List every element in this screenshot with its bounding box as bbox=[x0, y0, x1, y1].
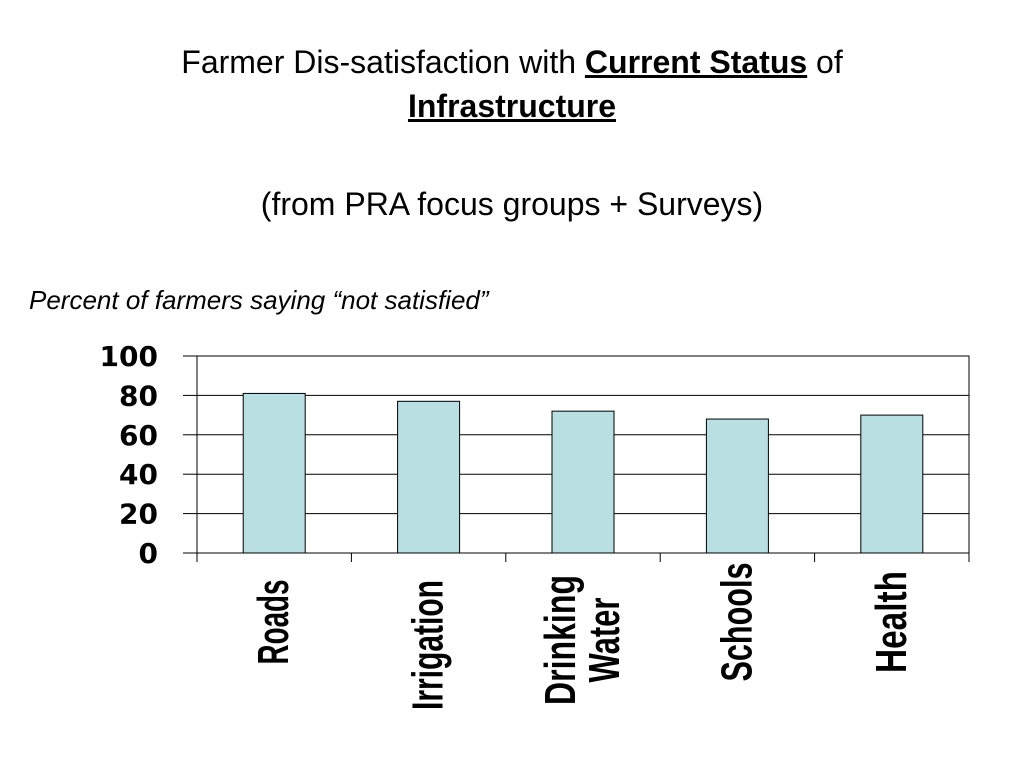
chart-subtitle: (from PRA focus groups + Surveys) bbox=[260, 186, 764, 222]
chart-note: Percent of farmers saying “not satisfied… bbox=[29, 285, 489, 315]
title-emphasis-infrastructure: Infrastructure bbox=[407, 88, 617, 124]
y-tick-label: 80 bbox=[119, 379, 158, 412]
bar bbox=[397, 400, 461, 554]
x-category-label: Health bbox=[867, 571, 916, 673]
bar bbox=[860, 414, 924, 554]
title-emphasis-current-status: Current Status bbox=[584, 44, 808, 80]
chart-title: Farmer Dis-satisfaction with Current Sta… bbox=[0, 40, 1024, 128]
title-middle: of bbox=[807, 44, 843, 80]
y-tick-label: 100 bbox=[100, 340, 158, 373]
bar bbox=[551, 410, 615, 554]
x-category-label: Roads bbox=[249, 580, 298, 665]
y-tick-label: 40 bbox=[119, 458, 158, 491]
x-category-label: Drinking bbox=[536, 575, 585, 705]
title-prefix: Farmer Dis-satisfaction with bbox=[181, 44, 585, 80]
x-category-label: Schools bbox=[712, 563, 761, 682]
y-tick-label: 0 bbox=[139, 537, 158, 570]
x-category-label: Water bbox=[580, 598, 629, 683]
x-category-label: Irrigation bbox=[404, 580, 453, 710]
y-tick-label: 60 bbox=[119, 419, 158, 452]
y-tick-label: 20 bbox=[119, 498, 158, 531]
bar bbox=[705, 418, 769, 554]
bar bbox=[242, 392, 306, 554]
